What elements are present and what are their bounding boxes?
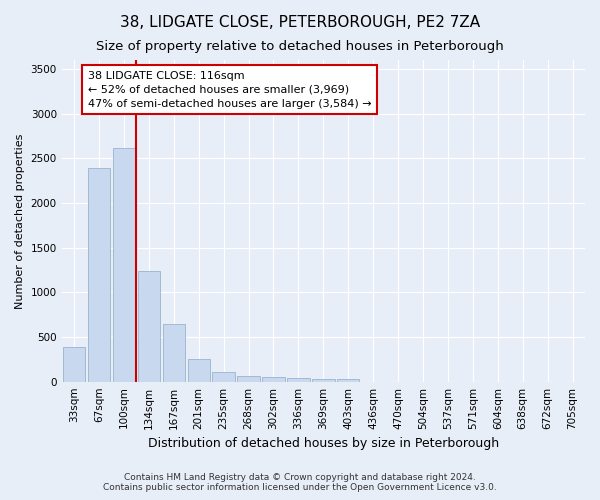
Bar (63, 347, 85, 382)
Bar (212, 372, 235, 382)
Bar (88, 168, 110, 382)
Text: 38 LIDGATE CLOSE: 116sqm
← 52% of detached houses are smaller (3,969)
47% of sem: 38 LIDGATE CLOSE: 116sqm ← 52% of detach… (88, 70, 371, 108)
Bar (312, 378, 335, 382)
Bar (137, 271, 160, 382)
Bar (163, 324, 185, 382)
Bar (337, 379, 359, 382)
Bar (287, 378, 310, 382)
Y-axis label: Number of detached properties: Number of detached properties (15, 133, 25, 308)
Bar (238, 376, 260, 382)
Text: 38, LIDGATE CLOSE, PETERBOROUGH, PE2 7ZA: 38, LIDGATE CLOSE, PETERBOROUGH, PE2 7ZA (120, 15, 480, 30)
Bar (262, 377, 285, 382)
Bar (188, 359, 210, 382)
Text: Contains HM Land Registry data © Crown copyright and database right 2024.
Contai: Contains HM Land Registry data © Crown c… (103, 473, 497, 492)
Bar (113, 148, 135, 382)
Text: Size of property relative to detached houses in Peterborough: Size of property relative to detached ho… (96, 40, 504, 53)
X-axis label: Distribution of detached houses by size in Peterborough: Distribution of detached houses by size … (148, 437, 499, 450)
